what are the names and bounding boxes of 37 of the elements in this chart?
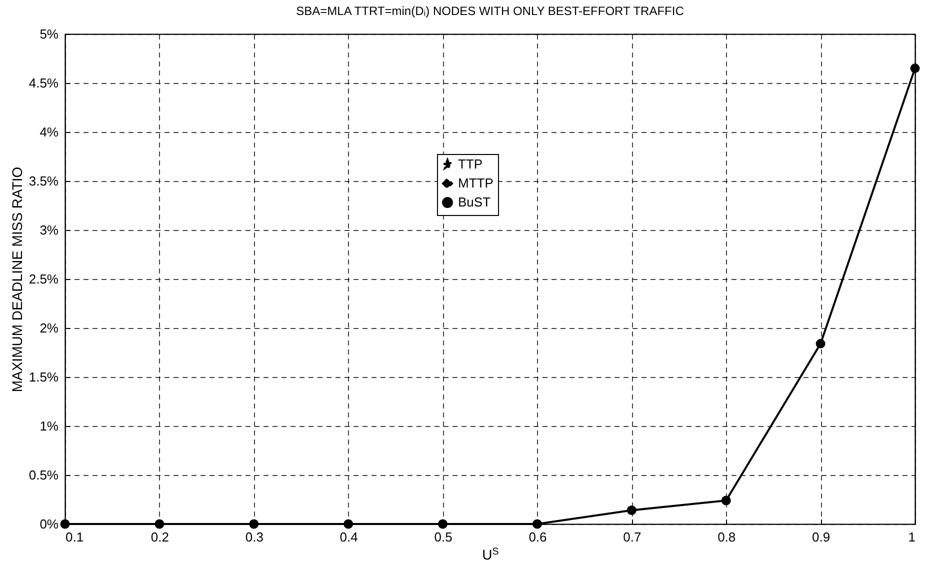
x-tick-label: 1 bbox=[908, 530, 916, 544]
point bbox=[438, 519, 448, 529]
y-tick-label: 0% bbox=[40, 516, 59, 532]
point bbox=[249, 519, 259, 529]
point bbox=[532, 519, 542, 529]
legend-label: MTTP bbox=[458, 176, 494, 190]
y-tick-label: 5% bbox=[40, 26, 59, 42]
x-tick-label: 0.1 bbox=[66, 530, 84, 544]
x-tick-label: 0.3 bbox=[245, 530, 264, 544]
y-tick-label: 2.5% bbox=[28, 272, 59, 286]
point bbox=[721, 496, 731, 506]
x-tick-label: 0.8 bbox=[718, 530, 736, 544]
point bbox=[154, 519, 164, 529]
x-tick-label: 0.6 bbox=[528, 530, 547, 544]
point bbox=[60, 519, 70, 529]
point bbox=[816, 338, 826, 348]
y-tick-label: 1.5% bbox=[28, 370, 59, 384]
y-tick-label: 3% bbox=[40, 222, 59, 238]
y-tick-label: 1% bbox=[40, 418, 59, 434]
x-axis-title: U$^{S}$ bbox=[482, 546, 500, 562]
x-tick-label: 0.2 bbox=[150, 530, 169, 544]
y-tick-label: 4% bbox=[40, 124, 59, 140]
point bbox=[626, 506, 636, 516]
y-tick-label: 0.5% bbox=[28, 468, 59, 482]
x-tick-label: 0.5 bbox=[434, 530, 452, 544]
chart-title: SBA=MLA TTRT=min(Dᵢ) NODES WITH ONLY BEST-EFFORT TRAFFIC bbox=[296, 4, 684, 18]
point bbox=[344, 519, 354, 529]
x-tick-label: 0.4 bbox=[340, 530, 358, 544]
point bbox=[910, 64, 920, 74]
x-tick-label: 0.9 bbox=[812, 530, 830, 544]
y-axis-title: MAXIMUM DEADLINE MISS RATIO bbox=[8, 166, 25, 392]
y-tick-label: 4.5% bbox=[28, 76, 59, 90]
y-tick-label: 3.5% bbox=[28, 174, 59, 188]
y-tick-label: 2% bbox=[40, 320, 59, 336]
legend-label: BuST bbox=[458, 194, 491, 210]
x-tick-label: 0.7 bbox=[623, 530, 642, 544]
legend-label: TTP bbox=[458, 156, 483, 172]
